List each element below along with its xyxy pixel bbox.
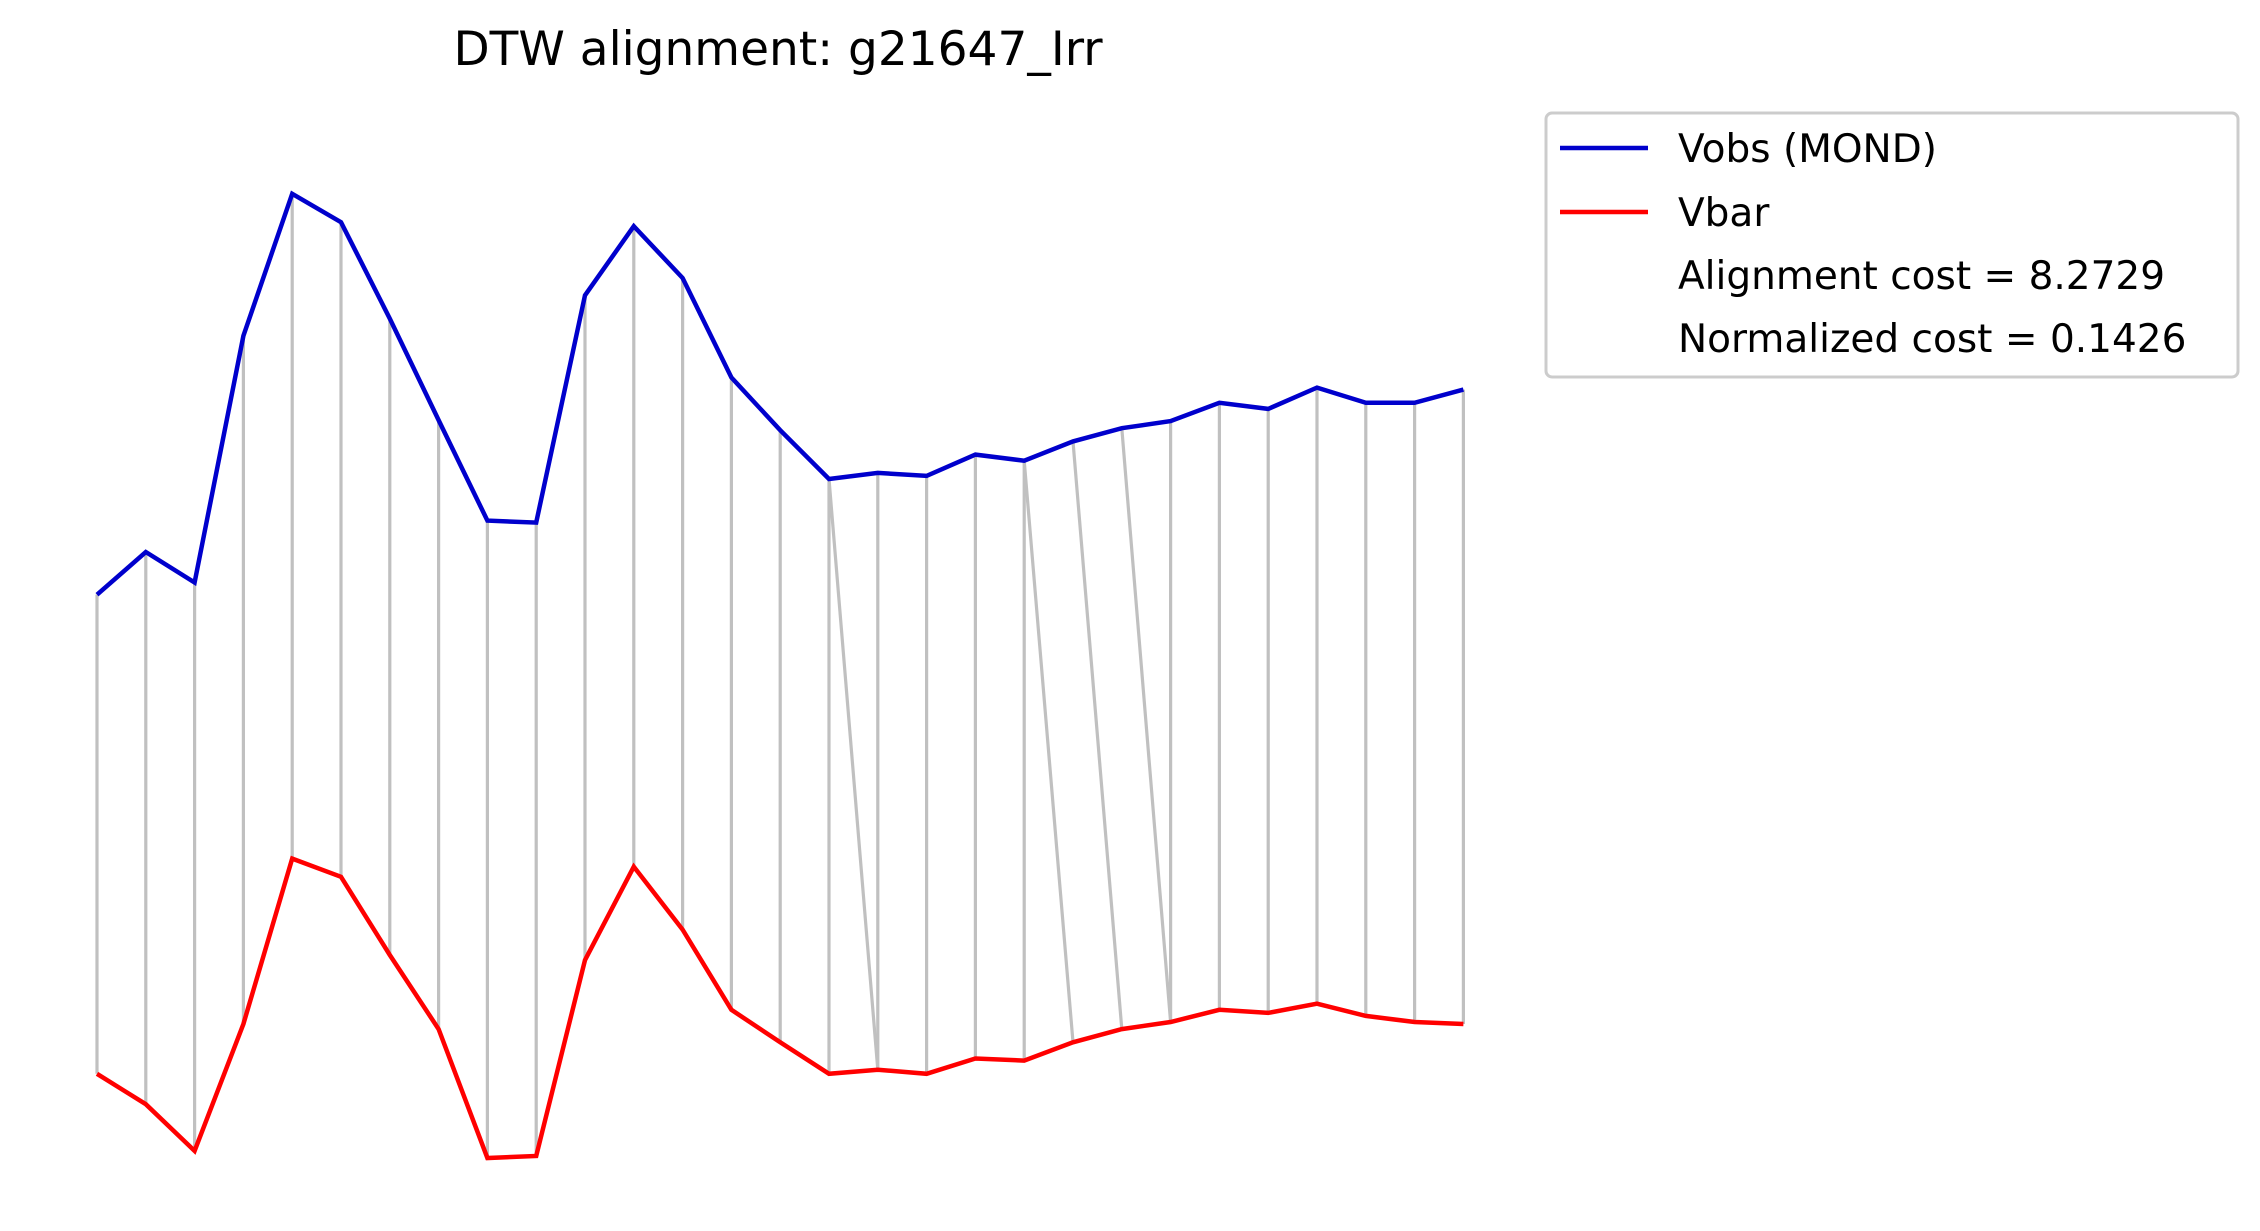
alignment-connector (1071, 441, 1124, 1030)
series-lines (95, 190, 1464, 1161)
legend: Vobs (MOND) Vbar Alignment cost = 8.2729… (1544, 111, 2240, 379)
legend-frame (1544, 111, 2240, 379)
vobs-series-line (95, 190, 1464, 597)
alignment-cost-label: Alignment cost = 8.2729 (1678, 254, 2165, 299)
alignment-connector (827, 478, 880, 1070)
chart-title: DTW alignment: g21647_Irr (453, 22, 1103, 77)
alignment-connectors (95, 193, 1466, 1158)
legend-label-vobs: Vobs (MOND) (1678, 127, 1937, 172)
legend-label-vbar: Vbar (1678, 191, 1770, 236)
alignment-connector (1120, 428, 1173, 1023)
normalized-cost-label: Normalized cost = 0.1426 (1678, 317, 2186, 362)
alignment-connector (1022, 460, 1075, 1043)
vbar-series-line (95, 855, 1464, 1161)
